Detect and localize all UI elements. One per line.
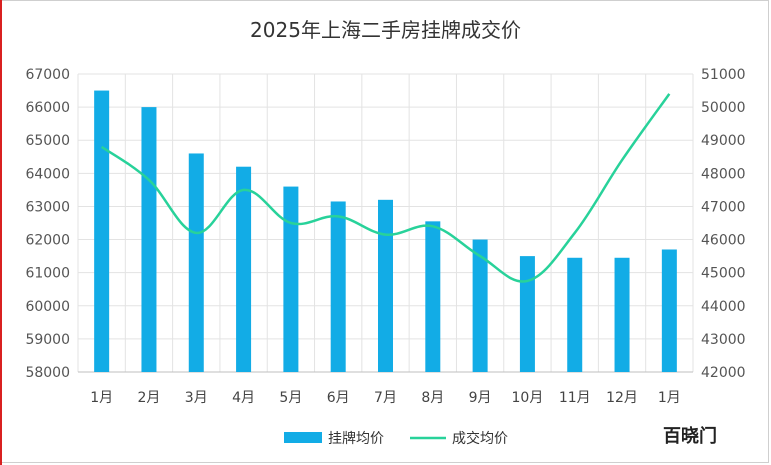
x-tick-label: 4月	[232, 390, 255, 406]
x-tick-label: 10月	[512, 390, 544, 406]
x-tick-label: 8月	[421, 390, 444, 406]
bar-listing-price	[519, 256, 535, 372]
y-left-tick-label: 58000	[25, 365, 70, 381]
x-tick-label: 9月	[469, 390, 492, 406]
y-left-tick-label: 61000	[25, 266, 70, 282]
y-left-tick-label: 60000	[25, 299, 70, 315]
x-tick-label: 6月	[327, 390, 350, 406]
y-left-tick-label: 62000	[25, 233, 70, 249]
bar-listing-price	[141, 107, 157, 372]
y-left-tick-label: 64000	[25, 166, 70, 182]
x-tick-label: 7月	[374, 390, 397, 406]
legend-label-listing: 挂牌均价	[328, 430, 384, 447]
bar-listing-price	[567, 257, 583, 372]
y-right-tick-label: 50000	[701, 100, 746, 116]
y-right-tick-label: 48000	[701, 166, 746, 182]
x-tick-label: 1月	[90, 390, 113, 406]
y-right-tick-label: 46000	[701, 233, 746, 249]
bar-listing-price	[236, 166, 252, 372]
bar-listing-price	[378, 199, 393, 372]
y-right-tick-label: 49000	[701, 133, 746, 149]
x-tick-label: 1月	[658, 390, 681, 406]
y-left-tick-label: 66000	[25, 100, 70, 116]
y-right-tick-label: 47000	[701, 199, 746, 215]
y-left-tick-label: 63000	[25, 199, 70, 215]
x-tick-label: 3月	[185, 390, 208, 406]
watermark-text: 百晓门	[663, 426, 717, 447]
bar-listing-price	[283, 186, 299, 372]
frame-accent	[0, 0, 2, 465]
bar-listing-price	[661, 249, 677, 372]
y-right-tick-label: 51000	[701, 67, 746, 83]
y-right-tick-label: 45000	[701, 266, 746, 282]
bar-listing-price	[188, 153, 204, 372]
y-right-tick-label: 44000	[701, 299, 746, 315]
legend-swatch-listing	[284, 432, 322, 443]
bar-listing-price	[94, 90, 110, 373]
bar-listing-price	[614, 257, 630, 372]
bar-listing-price	[425, 221, 441, 372]
line-transaction-price	[100, 93, 671, 283]
bar-listing-price	[472, 239, 488, 372]
x-tick-label: 12月	[606, 390, 638, 406]
y-left-tick-label: 65000	[25, 133, 70, 149]
y-left-tick-label: 59000	[25, 332, 70, 348]
legend-label-transaction: 成交均价	[452, 430, 508, 447]
y-left-tick-label: 67000	[25, 67, 70, 83]
y-right-tick-label: 43000	[701, 332, 746, 348]
x-tick-label: 11月	[559, 390, 591, 406]
x-tick-label: 5月	[279, 390, 302, 406]
y-right-tick-label: 42000	[701, 365, 746, 381]
x-tick-label: 2月	[138, 390, 161, 406]
chart-title: 2025年上海二手房挂牌成交价	[250, 18, 521, 42]
bar-listing-price	[330, 201, 346, 372]
